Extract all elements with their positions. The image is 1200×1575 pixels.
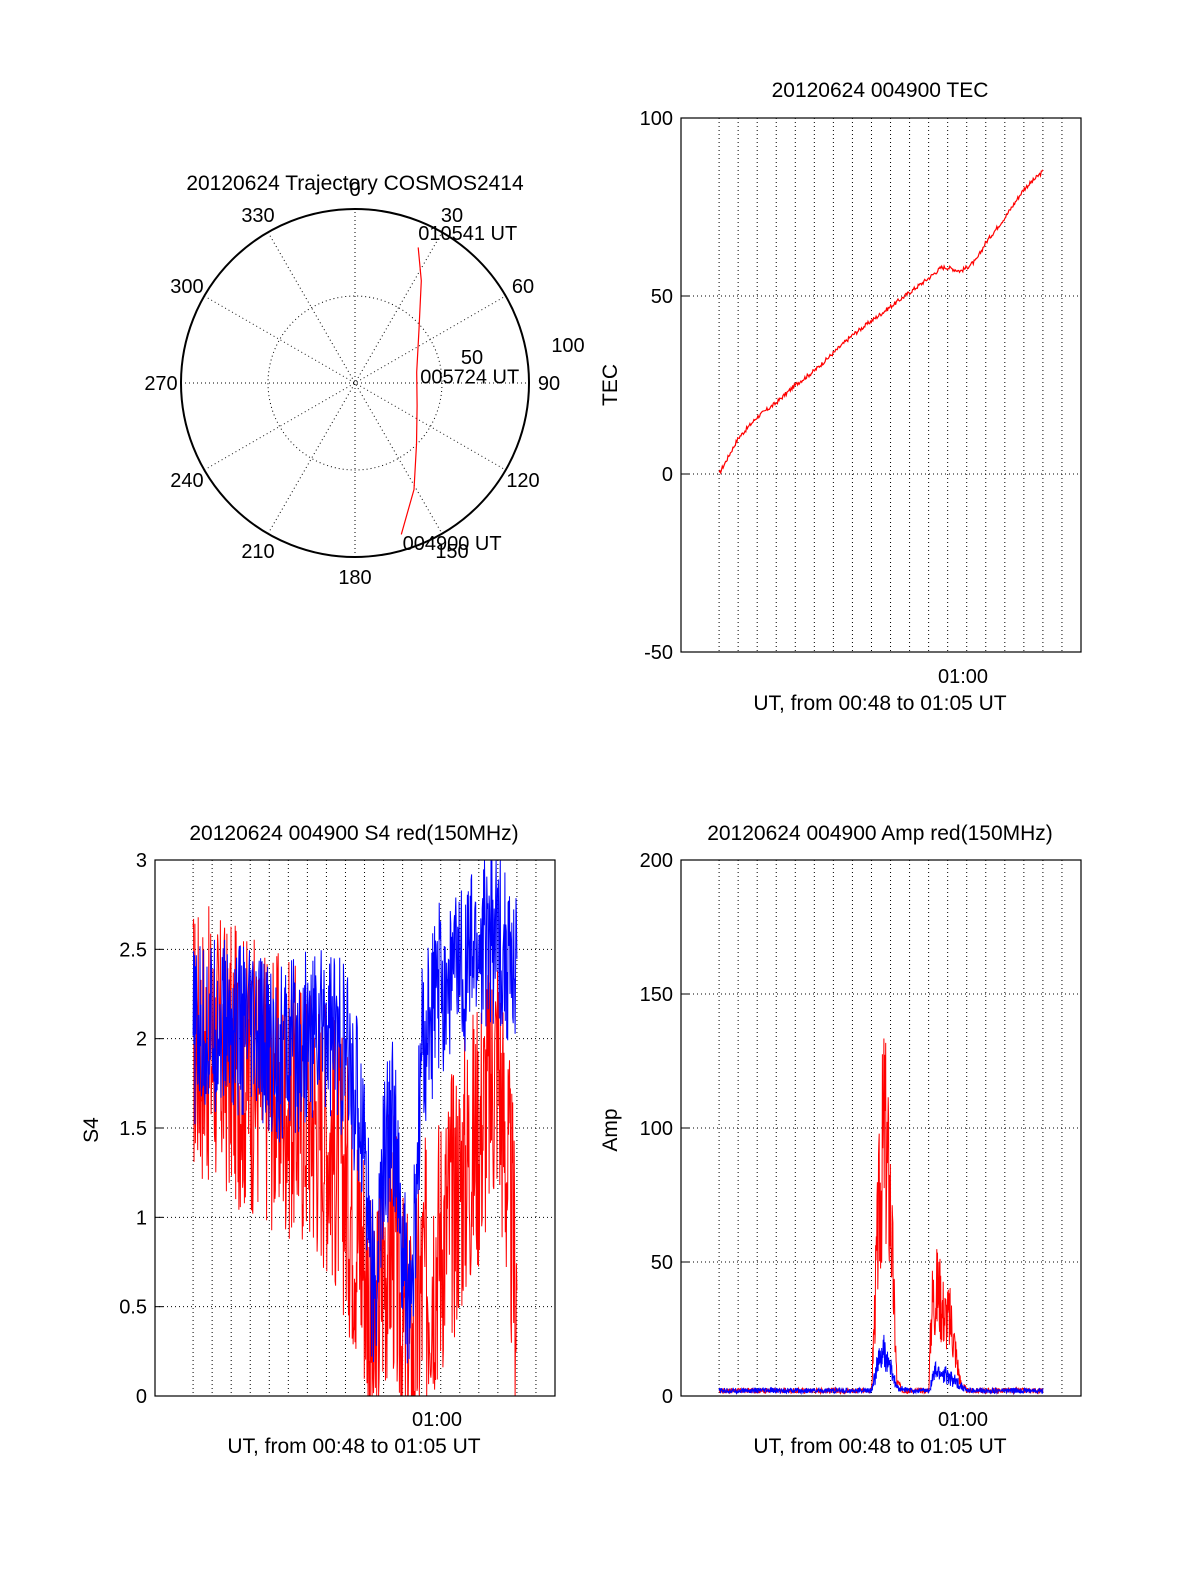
trajectory-title: 20120624 Trajectory COSMOS2414	[186, 172, 524, 195]
tec-grid	[681, 117, 1081, 653]
amp-plot-frame	[680, 859, 1082, 1397]
tec-y-tick-labels: -50 0 50 100	[640, 108, 673, 664]
tec-series	[718, 169, 1044, 475]
s4-panel: 20120624 004900 S4 red(150MHz) 0 0.5 1 1.5 2…	[80, 822, 556, 1458]
polar-azimuth-label: 90	[538, 373, 560, 395]
tec-x-tick-label: 01:00	[938, 666, 988, 688]
amp-series	[718, 1038, 1044, 1396]
tec-y-axis-label: TEC	[599, 364, 622, 406]
polar-azimuth-label: 300	[170, 276, 203, 298]
tec-y-tick-label: 0	[662, 464, 673, 486]
amp-y-tick-label: 200	[640, 850, 673, 872]
s4-y-tick-label: 0.5	[119, 1297, 147, 1319]
tec-panel: 20120624 004900 TEC -50 0 50 100 01:00 UT, …	[599, 79, 1082, 715]
trajectory-annotation: 005724 UT	[420, 367, 519, 389]
polar-grid-circle	[267, 295, 443, 471]
amp-series-line	[718, 1038, 1044, 1396]
s4-y-axis-label: S4	[80, 1117, 103, 1143]
amp-title: 20120624 004900 Amp red(150MHz)	[707, 822, 1053, 845]
amp-x-axis-label: UT, from 00:48 to 01:05 UT	[753, 1435, 1006, 1458]
tec-title: 20120624 004900 TEC	[772, 79, 989, 102]
s4-y-tick-label: 1	[136, 1207, 147, 1229]
amp-grid	[681, 859, 1081, 1397]
polar-azimuth-labels: 0 30 60 90 120 150 180 210 240 270 300 330	[144, 179, 560, 589]
s4-plot-frame	[154, 859, 556, 1397]
amp-y-axis-label: Amp	[599, 1108, 622, 1151]
s4-series-line	[192, 906, 518, 1397]
polar-azimuth-label: 120	[506, 470, 539, 492]
polar-azimuth-label: 30	[441, 205, 463, 227]
amp-x-tick-label: 01:00	[938, 1409, 988, 1431]
amp-y-tick-label: 100	[640, 1118, 673, 1140]
s4-x-tick-label: 01:00	[412, 1409, 462, 1431]
s4-y-tick-label: 0	[136, 1386, 147, 1408]
s4-series	[192, 859, 518, 1397]
polar-azimuth-label: 240	[170, 470, 203, 492]
polar-azimuth-label: 270	[144, 373, 177, 395]
amp-series-line	[718, 1334, 1044, 1396]
s4-series-line	[192, 859, 518, 1364]
polar-azimuth-label: 210	[241, 541, 274, 563]
tec-y-tick-label: 100	[640, 108, 673, 130]
s4-y-tick-label: 2.5	[119, 939, 147, 961]
amp-y-tick-label: 50	[651, 1252, 673, 1274]
polar-radius-label: 50	[461, 347, 483, 369]
polar-azimuth-label: 60	[512, 276, 534, 298]
tec-plot-frame	[680, 117, 1082, 653]
amp-y-tick-label: 150	[640, 984, 673, 1006]
trajectory-annotations: 010541 UT 005724 UT 004900 UT	[403, 223, 520, 555]
trajectory-track	[400, 247, 422, 535]
s4-y-tick-labels: 0 0.5 1 1.5 2 2.5 3	[119, 850, 147, 1408]
tec-x-axis-label: UT, from 00:48 to 01:05 UT	[753, 692, 1006, 715]
amp-y-tick-label: 0	[662, 1386, 673, 1408]
polar-azimuth-label: 150	[435, 541, 468, 563]
amp-panel: 20120624 004900 Amp red(150MHz) 0 50 100 15…	[599, 822, 1082, 1458]
amp-y-tick-labels: 0 50 100 150 200	[640, 850, 673, 1408]
tec-y-tick-label: 50	[651, 286, 673, 308]
s4-y-tick-label: 2	[136, 1029, 147, 1051]
tec-series-line	[718, 169, 1044, 475]
polar-grid	[180, 208, 530, 558]
polar-azimuth-label: 330	[241, 205, 274, 227]
polar-azimuth-label: 0	[349, 179, 360, 201]
s4-x-axis-label: UT, from 00:48 to 01:05 UT	[227, 1435, 480, 1458]
trajectory-panel: 20120624 Trajectory COSMOS2414 0 30 60 90 12…	[144, 172, 584, 589]
polar-radius-label: 100	[551, 335, 584, 357]
s4-y-tick-label: 3	[136, 850, 147, 872]
trajectory-annotation: 004900 UT	[403, 533, 502, 555]
s4-title: 20120624 004900 S4 red(150MHz)	[189, 822, 518, 845]
polar-radius-labels: 50 100	[461, 335, 585, 369]
polar-azimuth-label: 180	[338, 567, 371, 589]
trajectory-annotation: 010541 UT	[418, 223, 517, 245]
s4-y-tick-label: 1.5	[119, 1118, 147, 1140]
tec-y-tick-label: -50	[644, 642, 673, 664]
